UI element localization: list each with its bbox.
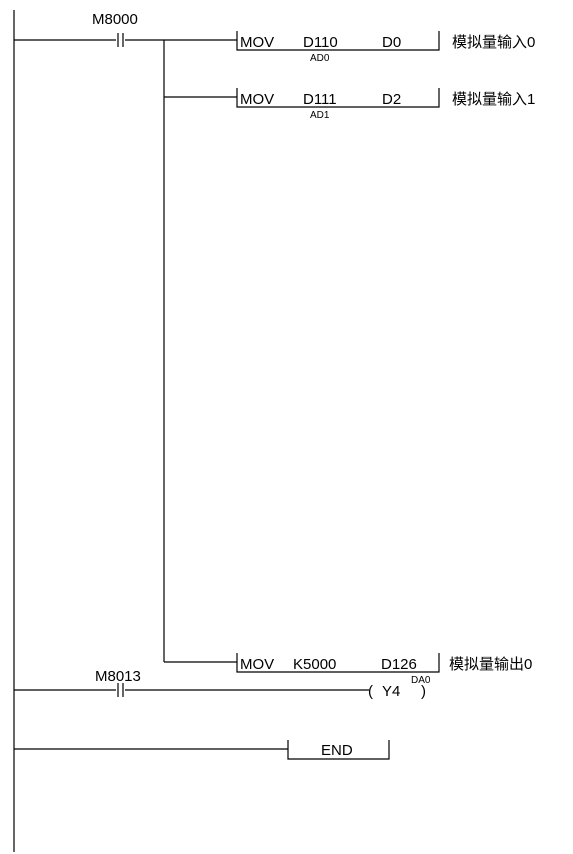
src: K5000 [293, 656, 336, 673]
coil-y4[interactable]: ( Y4 ) [368, 683, 426, 700]
src: D110 [303, 34, 338, 51]
instruction-mov-1[interactable]: MOV D110 D0 AD0 [236, 31, 440, 64]
rung-1: M8000 MOV D110 D0 AD0 模拟量输入0 MOV D111 D2… [14, 11, 535, 686]
coil-label: Y4 [382, 683, 400, 700]
comment-2: 模拟量输入1 [452, 91, 535, 108]
comment-1: 模拟量输入0 [452, 34, 535, 51]
contact-no-m8013[interactable] [117, 683, 124, 697]
coil-close-paren: ) [421, 683, 426, 700]
coil-open-paren: ( [368, 683, 373, 700]
src: D111 [303, 91, 337, 108]
dst: D126 [381, 656, 417, 673]
op: MOV [240, 34, 274, 51]
instruction-mov-3[interactable]: MOV K5000 D126 DA0 [236, 653, 440, 686]
rung-2: M8013 ( Y4 ) [14, 668, 426, 700]
end-label: END [321, 742, 353, 759]
end-instruction[interactable]: END [287, 740, 390, 760]
dst: D2 [382, 91, 401, 108]
op: MOV [240, 91, 274, 108]
note: AD1 [310, 110, 330, 121]
instruction-mov-2[interactable]: MOV D111 D2 AD1 [236, 88, 440, 121]
note: AD0 [310, 53, 330, 64]
contact-label-m8013: M8013 [95, 668, 141, 685]
rung-3: END [14, 740, 390, 760]
contact-no-m8000[interactable] [117, 33, 124, 47]
comment-3: 模拟量输出0 [449, 656, 532, 673]
op: MOV [240, 656, 274, 673]
dst: D0 [382, 34, 401, 51]
contact-label-m8000: M8000 [92, 11, 138, 28]
note: DA0 [411, 675, 431, 686]
